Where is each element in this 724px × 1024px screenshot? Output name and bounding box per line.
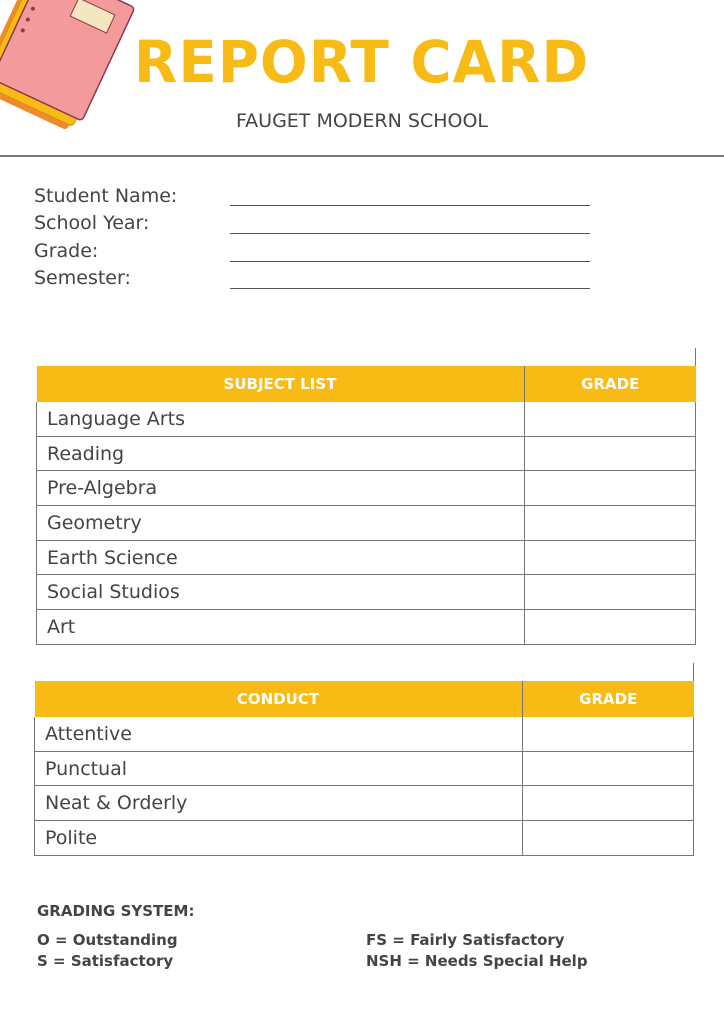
grading-item: FS = Fairly Satisfactory — [366, 931, 565, 949]
table-row: Pre-Algebra — [36, 470, 696, 507]
grade-cell[interactable] — [521, 820, 694, 856]
subject-name: Earth Science — [36, 540, 525, 576]
table-row: Art — [36, 609, 696, 645]
header-divider — [0, 155, 724, 157]
table-row: Polite — [34, 820, 694, 856]
table-row: Geometry — [36, 505, 696, 541]
notebook-illustration-icon — [0, 0, 135, 130]
grade-cell[interactable] — [521, 717, 694, 752]
conduct-name: Polite — [34, 820, 523, 856]
subject-name: Language Arts — [36, 402, 525, 437]
conduct-name: Attentive — [34, 717, 523, 752]
school-year-input[interactable] — [230, 233, 590, 234]
table-row: Attentive — [34, 717, 694, 752]
grading-system-title: GRADING SYSTEM: — [37, 902, 195, 920]
subject-name: Reading — [36, 436, 525, 472]
subject-name: Pre-Algebra — [36, 470, 525, 507]
grade-cell[interactable] — [523, 436, 696, 472]
subject-name: Geometry — [36, 505, 525, 541]
subject-name: Art — [36, 609, 525, 645]
grade-cell[interactable] — [523, 402, 696, 437]
student-name-input[interactable] — [230, 205, 590, 206]
grade-cell[interactable] — [521, 751, 694, 787]
conduct-name: Punctual — [34, 751, 523, 787]
table-row: Social Studios — [36, 574, 696, 611]
semester-input[interactable] — [230, 288, 590, 289]
grade-header: GRADE — [524, 366, 696, 402]
grading-item: NSH = Needs Special Help — [366, 952, 588, 970]
field-label-school-year: School Year: — [34, 212, 150, 234]
grade-cell[interactable] — [523, 609, 696, 645]
subjects-table: SUBJECT LIST GRADE Language Arts Reading … — [36, 366, 696, 645]
conduct-name: Neat & Orderly — [34, 785, 523, 822]
subject-header: SUBJECT LIST — [36, 366, 525, 402]
conduct-table: CONDUCT GRADE Attentive Punctual Neat & O… — [34, 681, 694, 856]
table-row: Punctual — [34, 751, 694, 787]
table-row: Earth Science — [36, 540, 696, 576]
grading-item: O = Outstanding — [37, 931, 178, 949]
table-row: Neat & Orderly — [34, 785, 694, 822]
grade-cell[interactable] — [523, 540, 696, 576]
grade-cell[interactable] — [521, 785, 694, 822]
school-name: FAUGET MODERN SCHOOL — [235, 110, 488, 132]
page-title: REPORT CARD — [134, 28, 590, 96]
grade-header: GRADE — [522, 681, 694, 717]
table-row: Language Arts — [36, 402, 696, 437]
field-label-grade: Grade: — [34, 240, 99, 262]
grade-cell[interactable] — [523, 470, 696, 507]
table-row: Reading — [36, 436, 696, 472]
grade-cell[interactable] — [523, 574, 696, 611]
field-label-student-name: Student Name: — [34, 185, 178, 207]
grade-input[interactable] — [230, 261, 590, 262]
conduct-header: CONDUCT — [34, 681, 523, 717]
subject-name: Social Studios — [36, 574, 525, 611]
grading-item: S = Satisfactory — [37, 952, 174, 970]
field-label-semester: Semester: — [34, 267, 131, 289]
grade-cell[interactable] — [523, 505, 696, 541]
